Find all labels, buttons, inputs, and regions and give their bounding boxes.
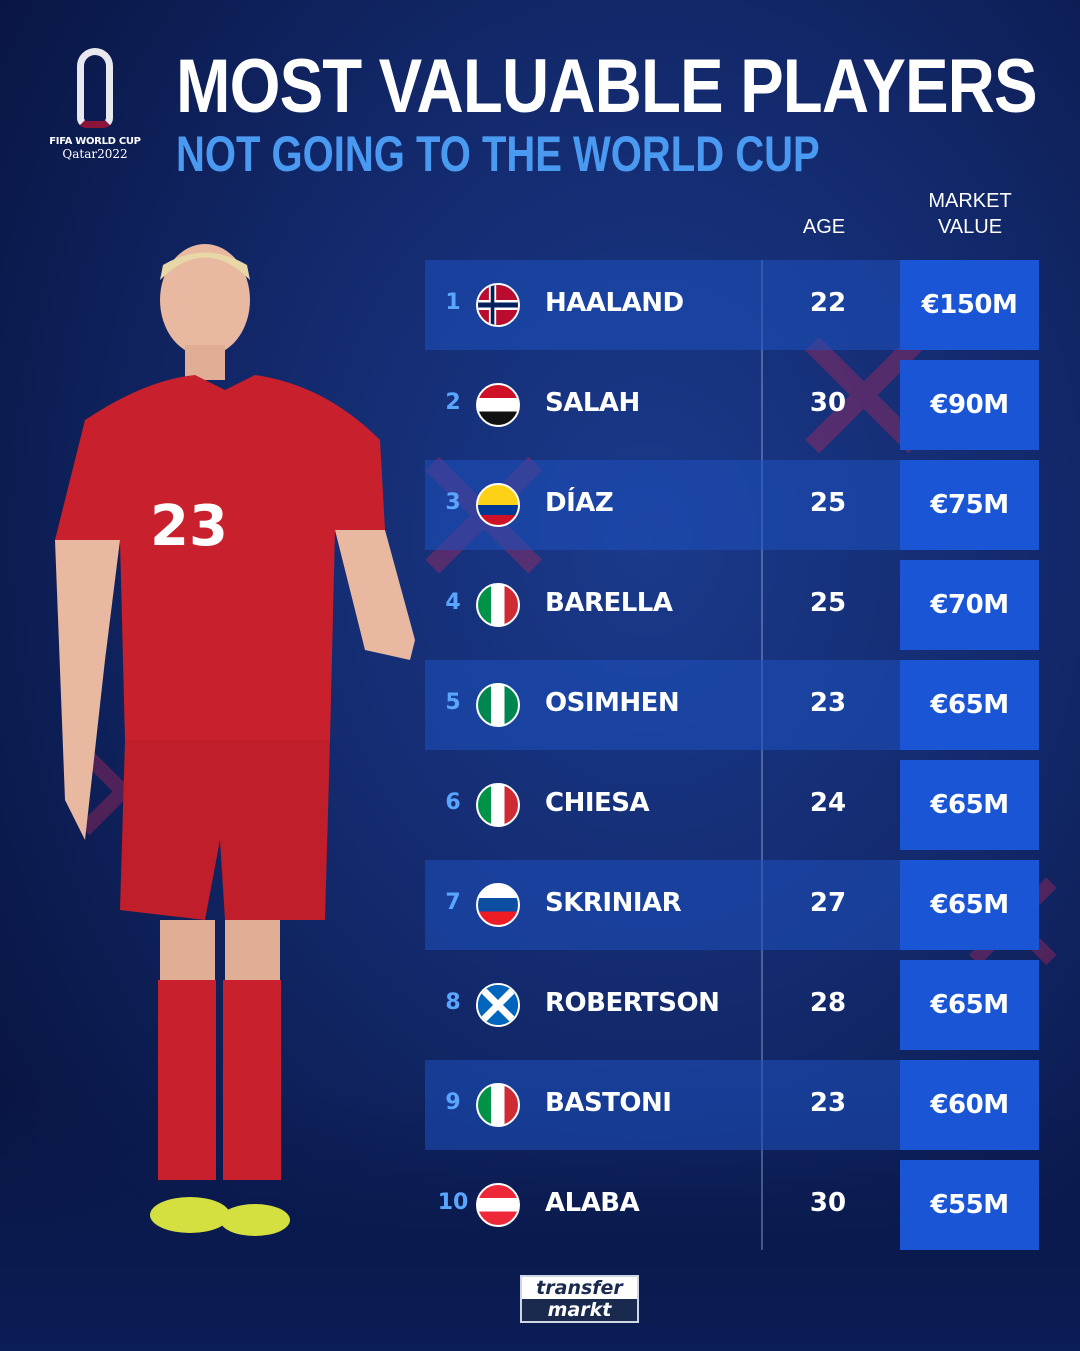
brand-text: markt (522, 1299, 637, 1321)
austria-flag-icon (476, 1183, 520, 1227)
rank: 8 (445, 990, 461, 1015)
scotland-flag-icon (476, 983, 520, 1027)
nigeria-flag-icon (476, 683, 520, 727)
market-value: €65M (900, 760, 1039, 850)
slovakia-flag-icon (476, 883, 520, 927)
trophy-icon (77, 48, 113, 128)
rank: 10 (437, 1190, 469, 1215)
market-value: €90M (900, 360, 1039, 450)
rank: 2 (445, 390, 461, 415)
player-age: 30 (809, 1188, 847, 1218)
player-row: 10 ALABA 30 €55M (425, 1160, 1040, 1250)
player-name: ROBERTSON (545, 988, 720, 1018)
player-row: 8 ROBERTSON 28 €65M (425, 960, 1040, 1050)
player-age: 25 (809, 588, 847, 618)
player-age: 30 (809, 388, 847, 418)
player-row: 2 SALAH 30 €90M (425, 360, 1040, 450)
rank: 7 (445, 890, 461, 915)
rank: 3 (445, 490, 461, 515)
page-title: MOST VALUABLE PLAYERS (176, 44, 1038, 129)
market-value: €70M (900, 560, 1039, 650)
market-value: €65M (900, 660, 1039, 750)
player-name: ALABA (545, 1188, 640, 1218)
player-name: DÍAZ (545, 488, 614, 518)
colombia-flag-icon (476, 483, 520, 527)
player-row: 5 OSIMHEN 23 €65M (425, 660, 1040, 750)
player-age: 28 (809, 988, 847, 1018)
logo-text: FIFA WORLD CUP (49, 136, 141, 147)
player-row: 9 BASTONI 23 €60M (425, 1060, 1040, 1150)
player-age: 24 (809, 788, 847, 818)
market-value: €65M (900, 860, 1039, 950)
player-photo: 23 (55, 244, 415, 1236)
world-cup-logo: FIFA WORLD CUP Qatar2022 (45, 48, 145, 161)
brand-text: transfer (536, 1277, 623, 1299)
player-row: 3 DÍAZ 25 €75M (425, 460, 1040, 550)
column-divider (761, 260, 763, 1250)
jersey-number: 23 (150, 494, 228, 559)
player-age: 23 (809, 1088, 847, 1118)
market-value-header-line: MARKET (928, 190, 1012, 212)
market-value: €55M (900, 1160, 1039, 1250)
player-name: HAALAND (545, 288, 684, 318)
player-age: 27 (809, 888, 847, 918)
player-row: 1 HAALAND 22 €150M (425, 260, 1040, 350)
rank: 5 (445, 690, 461, 715)
player-age: 25 (809, 488, 847, 518)
player-row: 7 SKRINIAR 27 €65M (425, 860, 1040, 950)
market-value: €60M (900, 1060, 1039, 1150)
player-row: 6 CHIESA 24 €65M (425, 760, 1040, 850)
rank: 1 (445, 290, 461, 315)
player-name: OSIMHEN (545, 688, 680, 718)
player-name: SALAH (545, 388, 640, 418)
rank: 9 (445, 1090, 461, 1115)
norway-flag-icon (476, 283, 520, 327)
player-row: 4 BARELLA 25 €70M (425, 560, 1040, 650)
market-value-header: MARKET VALUE (910, 188, 1030, 240)
player-name: BARELLA (545, 588, 673, 618)
player-name: SKRINIAR (545, 888, 682, 918)
logo-text: Qatar2022 (62, 147, 128, 161)
player-age: 23 (809, 688, 847, 718)
italy-flag-icon (476, 783, 520, 827)
page-subtitle: NOT GOING TO THE WORLD CUP (176, 126, 820, 182)
transfermarkt-logo: transfer markt (520, 1275, 639, 1323)
market-value: €150M (900, 260, 1039, 350)
italy-flag-icon (476, 1083, 520, 1127)
market-value: €65M (900, 960, 1039, 1050)
player-name: CHIESA (545, 788, 650, 818)
rank: 6 (445, 790, 461, 815)
player-name: BASTONI (545, 1088, 672, 1118)
age-header: AGE (802, 216, 846, 238)
player-age: 22 (809, 288, 847, 318)
rank: 4 (445, 590, 461, 615)
market-value: €75M (900, 460, 1039, 550)
market-value-header-line: VALUE (937, 216, 1003, 238)
italy-flag-icon (476, 583, 520, 627)
egypt-flag-icon (476, 383, 520, 427)
